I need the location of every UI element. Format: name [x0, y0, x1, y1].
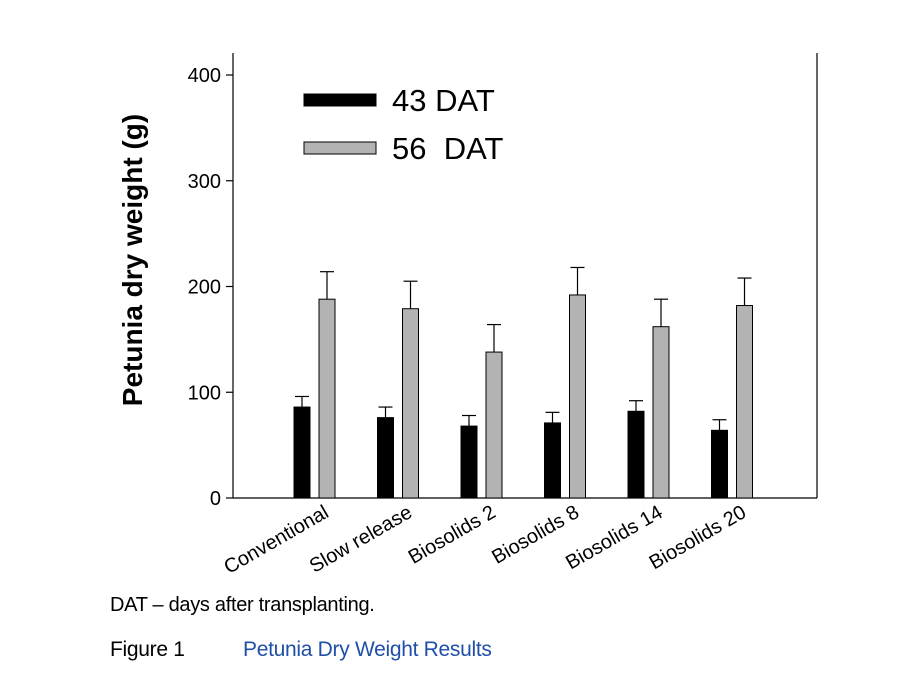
legend-swatch-56dat: [303, 141, 377, 155]
bar-43dat: [377, 417, 394, 499]
bar-43dat: [711, 429, 728, 499]
bar-56dat: [318, 298, 336, 499]
bar-56dat: [736, 305, 753, 499]
y-tick-label: 0: [210, 488, 221, 510]
bar-56dat: [402, 308, 419, 499]
bar-56dat: [652, 326, 670, 499]
bar-43dat: [293, 406, 311, 499]
figure-label: Figure 1: [110, 638, 185, 661]
footnote: DAT – days after transplanting.: [110, 594, 375, 616]
y-tick-label: 300: [188, 171, 221, 193]
y-tick-label: 100: [188, 382, 221, 404]
bar-43dat: [627, 410, 645, 499]
x-category-label: Biosolids 2: [405, 501, 500, 568]
bar-43dat: [544, 422, 561, 499]
bar-56dat: [569, 294, 586, 499]
legend-swatch-43dat: [303, 93, 377, 107]
y-axis-label: Petunia dry weight (g): [117, 114, 148, 406]
y-tick-label: 200: [188, 277, 221, 299]
bar-56dat: [485, 351, 503, 499]
figure-title: Petunia Dry Weight Results: [243, 638, 492, 661]
legend-label: 43 DAT: [392, 83, 495, 118]
bar-43dat: [460, 425, 478, 499]
legend-label: 56 DAT: [392, 131, 503, 166]
y-tick-label: 400: [188, 65, 221, 87]
